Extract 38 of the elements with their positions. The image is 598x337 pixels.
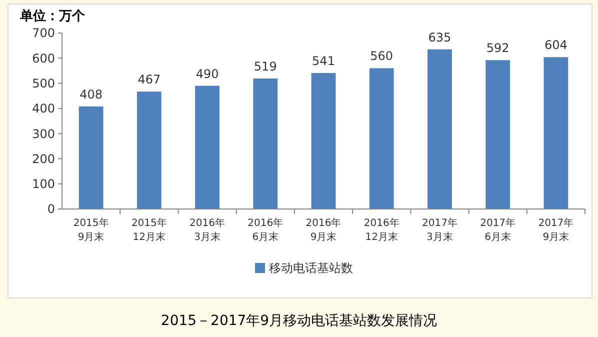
- data-label: 635: [428, 30, 452, 44]
- x-tick-label: 2016年 12月末: [364, 217, 400, 243]
- data-label: 490: [196, 66, 219, 81]
- x-tick-label: 2015年 9月末: [73, 217, 109, 243]
- bar: [136, 92, 162, 209]
- x-tick-label: 2017年 9月末: [538, 217, 574, 243]
- data-label: 541: [312, 54, 335, 68]
- x-tick-label: 2017年 6月末: [480, 217, 516, 243]
- bar: [195, 86, 220, 209]
- data-label: 519: [254, 60, 277, 74]
- data-label: 560: [370, 49, 394, 64]
- x-tick-label: 2015年 12月末: [131, 217, 167, 243]
- bar: [428, 49, 452, 209]
- bar: [369, 68, 394, 209]
- y-tick-label: 200: [32, 152, 55, 166]
- bar: [544, 57, 568, 209]
- y-axis-title: 单位：万个: [19, 8, 86, 24]
- y-tick-label: 0: [47, 202, 55, 216]
- data-label: 604: [544, 38, 568, 52]
- bar: [311, 72, 336, 209]
- legend-label: 移动电话基站数: [269, 261, 353, 276]
- x-tick-label: 2016年 9月末: [306, 217, 342, 243]
- y-tick-label: 600: [32, 51, 55, 66]
- x-tick-label: 2016年 3月末: [190, 217, 226, 243]
- bar: [78, 106, 104, 209]
- y-tick-label: 400: [32, 102, 55, 116]
- x-tick-label: 2016年 6月末: [248, 217, 284, 243]
- y-tick-label: 100: [32, 177, 55, 192]
- y-tick-label: 500: [32, 76, 55, 90]
- bar: [486, 60, 510, 209]
- text: 2015－2017年9月移动电话基站数发展情况: [160, 313, 438, 329]
- y-tick-label: 700: [32, 26, 55, 40]
- data-label: 408: [80, 87, 103, 102]
- y-tick-label: 300: [32, 126, 55, 141]
- data-label: 592: [486, 41, 510, 56]
- bar: [253, 78, 278, 209]
- x-tick-label: 2017年 3月末: [422, 217, 458, 243]
- data-label: 467: [138, 72, 161, 87]
